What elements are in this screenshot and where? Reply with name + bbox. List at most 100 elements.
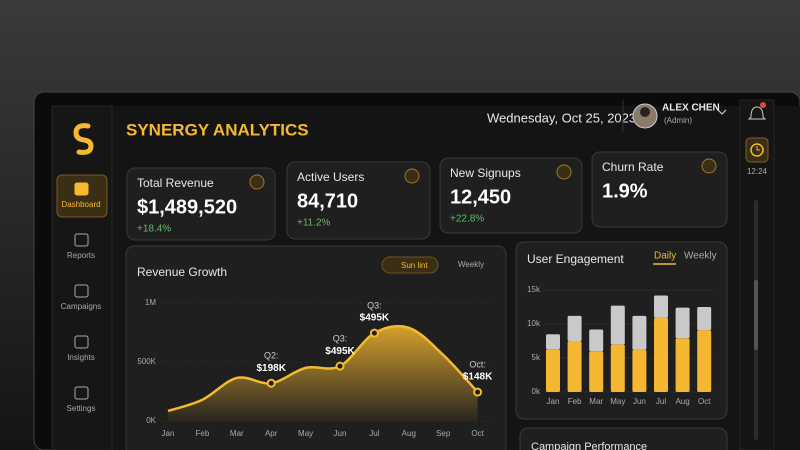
x-tick-label: Apr (265, 429, 278, 438)
kpi-value: 12,450 (450, 186, 511, 208)
toggle-option[interactable]: Weekly (458, 260, 484, 269)
x-tick-label: Mar (589, 397, 603, 406)
x-tick-label: Feb (568, 397, 582, 406)
y-tick-label: 500K (137, 357, 156, 366)
kpi-value: 1.9% (602, 180, 648, 202)
nav-icon[interactable] (74, 233, 89, 247)
user-name[interactable]: ALEX CHEN (662, 103, 720, 114)
engagement-bar[interactable] (632, 315, 647, 350)
campaign-card (519, 427, 728, 450)
nav-item[interactable]: Dashboard (61, 200, 100, 209)
clock-time: 12:24 (747, 167, 768, 176)
point-value: $148K (463, 372, 493, 383)
user-menu-chevron[interactable] (717, 109, 727, 115)
y-tick-label: 5k (532, 353, 541, 362)
kpi-change: +18.4% (137, 224, 171, 235)
nav-icon[interactable] (74, 284, 89, 298)
engagement-title: User Engagement (527, 252, 624, 266)
engagement-bar[interactable] (697, 307, 712, 331)
clock-hands (756, 146, 760, 151)
point-tag: Q3: (333, 334, 348, 344)
y-tick-label: 15k (527, 285, 541, 294)
sidebar (51, 105, 113, 450)
nav-item[interactable]: Reports (67, 251, 95, 260)
x-tick-label: Feb (196, 429, 210, 438)
engagement-bar[interactable] (546, 334, 560, 350)
point-tag: Q2: (264, 351, 279, 361)
sidebar-nav: Dashboard Reports Campaigns Insights Setting… (56, 174, 108, 413)
x-tick-label: May (610, 397, 625, 406)
x-tick-label: May (298, 429, 313, 438)
nav-icon[interactable] (74, 182, 89, 196)
nav-item[interactable]: Insights (67, 353, 95, 362)
engagement-bar[interactable] (589, 329, 604, 352)
y-tick-label: 0K (146, 416, 156, 425)
kpi-icon (404, 168, 420, 184)
x-tick-label: Aug (675, 397, 689, 406)
revenue-point[interactable] (369, 328, 379, 338)
engagement-bar[interactable] (567, 315, 582, 341)
engagement-bar[interactable] (654, 317, 668, 392)
avatar-head (640, 107, 650, 117)
kpi-value: $1,489,520 (137, 196, 237, 218)
nav-icon[interactable] (74, 386, 89, 400)
notifications-bell[interactable] (747, 106, 767, 120)
x-tick-label: Jun (633, 397, 646, 406)
nav-icon[interactable] (74, 335, 89, 349)
x-tick-label: Aug (402, 429, 416, 438)
engagement-bar[interactable] (589, 351, 604, 392)
point-value: $495K (360, 313, 390, 324)
engagement-bar[interactable] (632, 349, 647, 392)
x-tick-label: Mar (230, 429, 244, 438)
engagement-bar[interactable] (675, 307, 690, 339)
kpi-card (439, 157, 583, 234)
revenue-point[interactable] (266, 378, 276, 388)
campaign-title: Campaign Performance (531, 441, 647, 450)
engagement-chart: 0k 5k 10k 15k Jan Feb Mar May Jun Jul Aug Oct (527, 285, 716, 406)
date: Wednesday, Oct 25, 2023 (487, 110, 636, 125)
kpi-card (591, 151, 728, 228)
revenue-point[interactable] (335, 361, 345, 371)
kpi-row: Total Revenue $1,489,520 +18.4% Active User… (126, 151, 728, 241)
kpi-label: New Signups (450, 166, 521, 180)
x-tick-label: Sep (436, 429, 451, 438)
nav-item[interactable]: Settings (67, 404, 96, 413)
kpi-card (126, 167, 276, 241)
kpi-change: +11.2% (297, 218, 331, 229)
engagement-bar[interactable] (610, 344, 625, 392)
x-tick-label: Oct (698, 397, 711, 406)
revenue-area (168, 326, 478, 421)
clock-icon (750, 143, 764, 157)
revenue-title: Revenue Growth (137, 265, 227, 279)
engagement-bar[interactable] (654, 295, 668, 318)
toggle-active-bg (381, 256, 439, 274)
user-role: (Admin) (664, 116, 692, 125)
toggle-option[interactable]: Sun lint (401, 261, 428, 270)
engagement-bar[interactable] (675, 338, 690, 392)
point-tag: Q3: (367, 300, 382, 310)
x-tick-label: Jun (334, 429, 347, 438)
kpi-icon (556, 164, 572, 180)
kpi-card (286, 161, 431, 240)
kpi-change: +22.8% (450, 214, 484, 225)
kpi-label: Churn Rate (602, 160, 664, 174)
nav-active-bg (56, 174, 108, 218)
kpi-icon (701, 158, 717, 174)
revenue-point[interactable] (473, 387, 483, 397)
engagement-bar[interactable] (546, 349, 560, 392)
logo (73, 123, 94, 155)
engagement-bar[interactable] (697, 330, 712, 392)
point-value: $495K (325, 346, 355, 357)
engagement-bar[interactable] (610, 305, 625, 345)
scrollbar-thumb[interactable] (754, 280, 758, 350)
toggle-option[interactable]: Daily (654, 251, 676, 262)
app-title: SYNERGY ANALYTICS (126, 120, 309, 139)
nav-item[interactable]: Campaigns (61, 302, 101, 311)
engagement-bar[interactable] (567, 341, 582, 392)
y-tick-label: 1M (145, 298, 156, 307)
y-tick-label: 10k (527, 319, 541, 328)
toggle-option[interactable]: Weekly (684, 251, 717, 262)
x-tick-label: Oct (471, 429, 484, 438)
notification-dot (760, 102, 766, 108)
